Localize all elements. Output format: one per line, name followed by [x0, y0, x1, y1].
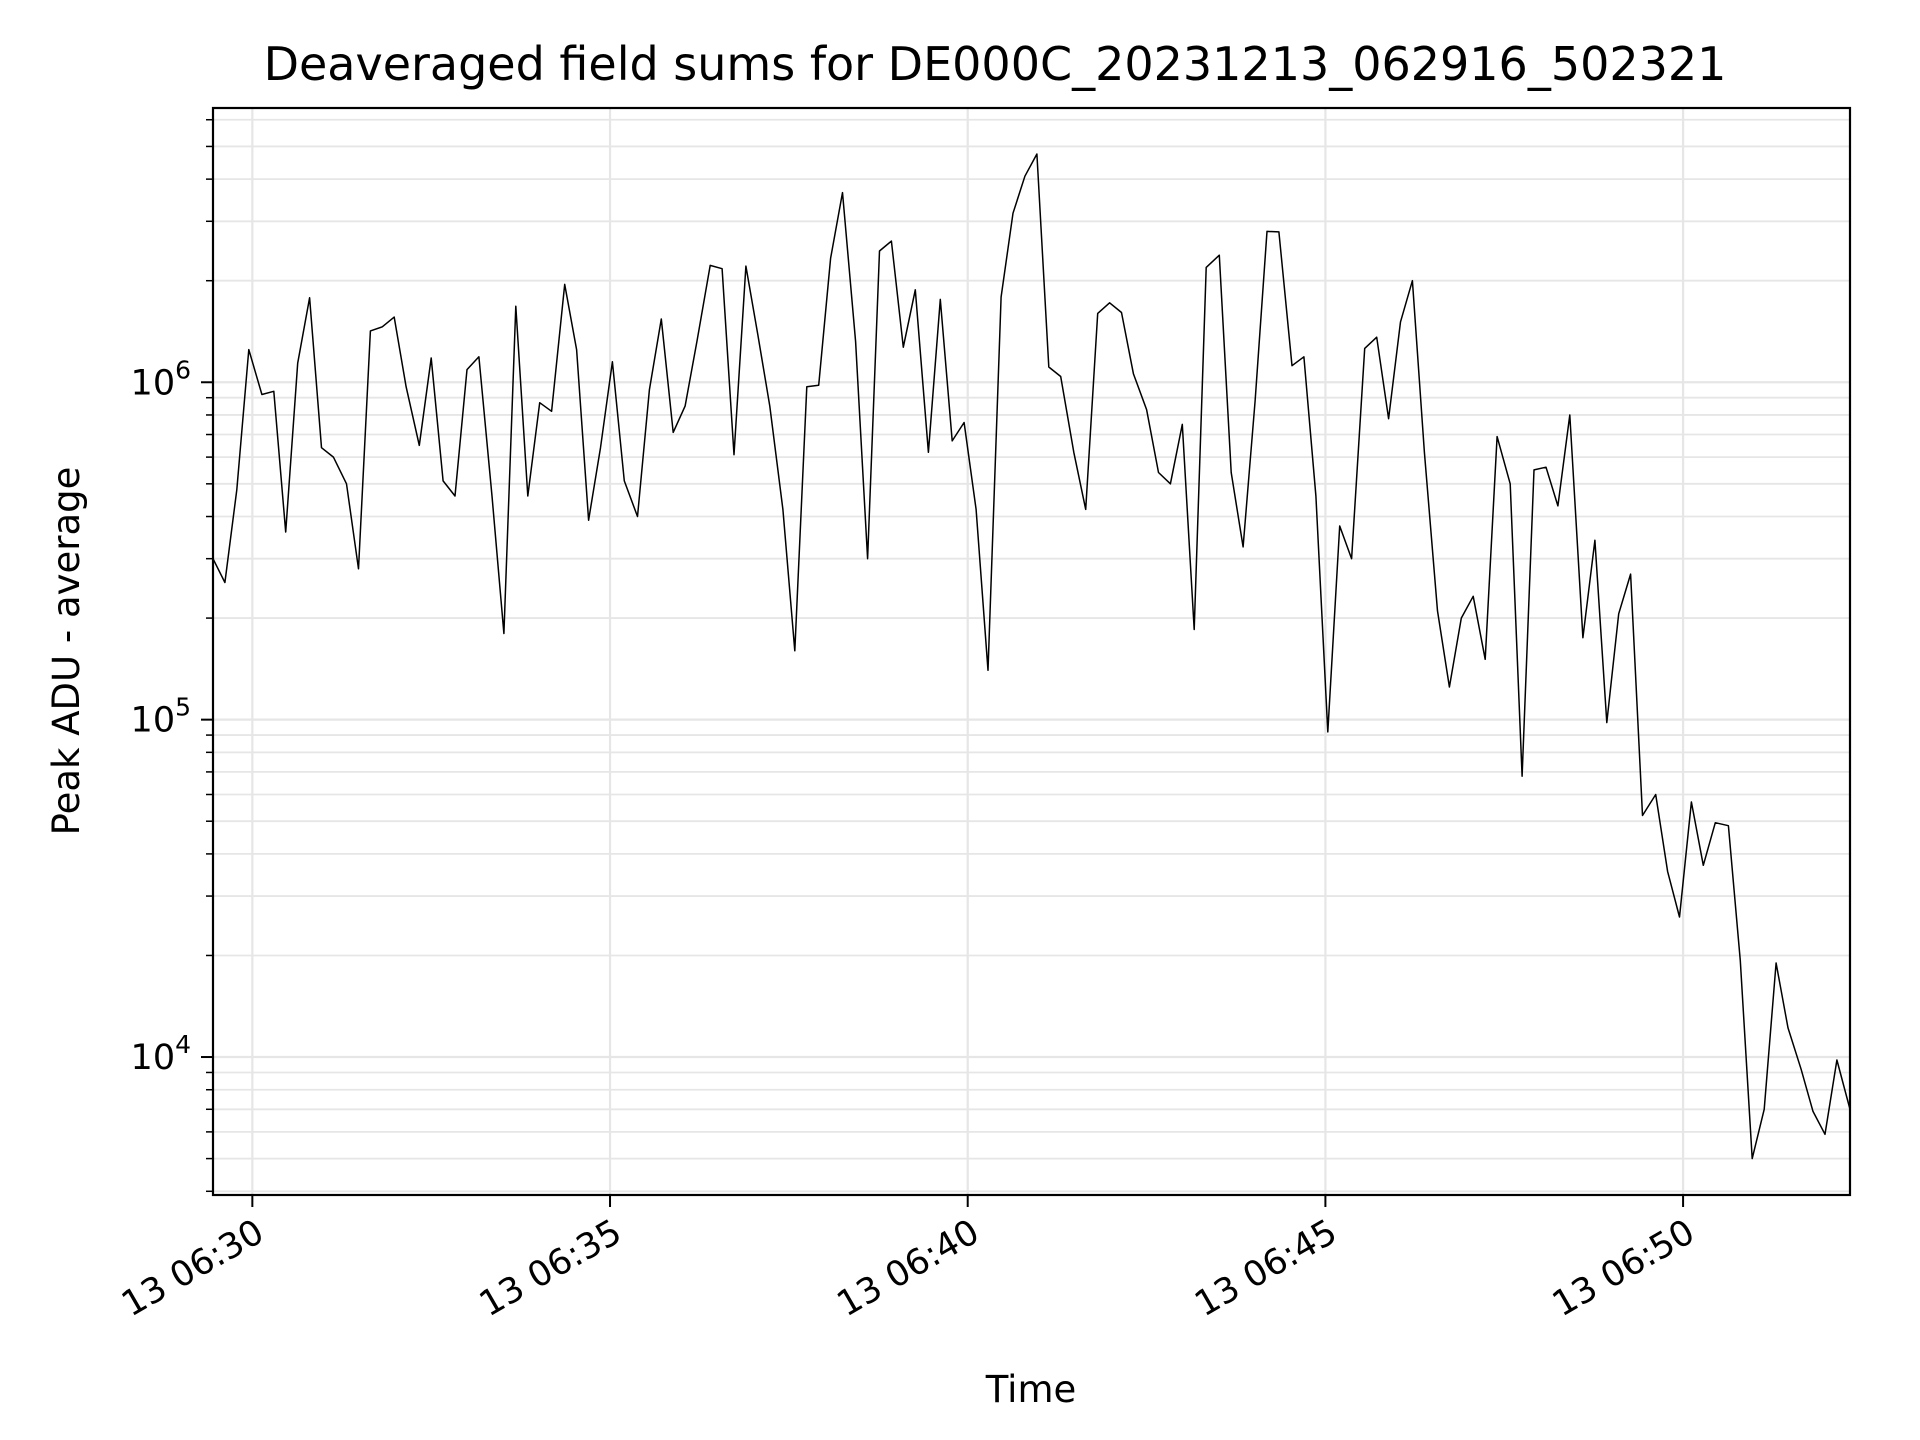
- y-tick-label: 104: [131, 1030, 191, 1078]
- x-tick-label: 13 06:30: [115, 1212, 271, 1325]
- y-axis-label: Peak ADU - average: [45, 467, 88, 836]
- x-tick-label: 13 06:40: [831, 1212, 987, 1325]
- x-axis-label: Time: [985, 1368, 1077, 1411]
- y-tick-label: 106: [131, 355, 191, 403]
- grid-lines: [213, 108, 1850, 1195]
- chart-title: Deaveraged field sums for DE000C_2023121…: [264, 37, 1727, 91]
- x-tick-label: 13 06:45: [1188, 1212, 1344, 1325]
- x-tick-label: 13 06:50: [1546, 1212, 1702, 1325]
- series-group: [212, 153, 1851, 1160]
- y-tick-label: 105: [131, 693, 191, 741]
- series-line: [212, 153, 1851, 1160]
- y-axis: 104 105 106: [131, 118, 213, 1193]
- x-axis: 13 06:30 13 06:35 13 06:40 13 06:45 13 06:50: [115, 1195, 1702, 1325]
- plot-frame: [211, 106, 1852, 1197]
- x-tick-label: 13 06:35: [473, 1212, 629, 1325]
